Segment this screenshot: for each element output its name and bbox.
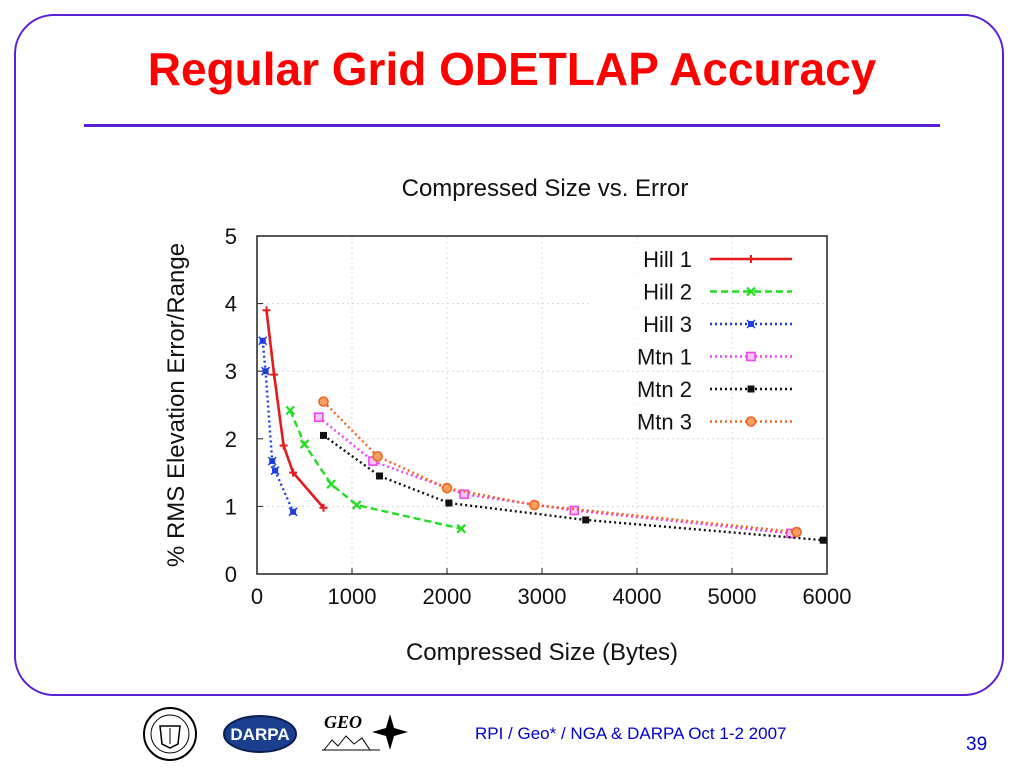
legend: Hill 1 Hill 2 Hill 3 Mtn 1 Mtn 2 Mtn 3 — [590, 243, 792, 436]
series-line — [261, 340, 295, 513]
data-point-marker — [320, 431, 327, 439]
y-tick-label: 5 — [225, 224, 237, 249]
data-point-marker — [747, 385, 755, 393]
footer-credit: RPI / Geo* / NGA & DARPA Oct 1-2 2007 — [475, 724, 787, 743]
y-axis-label: % RMS Elevation Error/Range — [163, 243, 190, 567]
legend-entry: Mtn 3 — [590, 405, 792, 436]
x-tick-label: 3000 — [518, 584, 567, 609]
x-tick-label: 6000 — [803, 584, 852, 609]
legend-label: Mtn 2 — [637, 377, 692, 402]
data-point-marker — [279, 441, 288, 450]
data-point-marker — [258, 336, 268, 346]
data-point-marker — [746, 351, 756, 362]
data-point-marker — [791, 526, 802, 538]
sponsor-logos: DARPA GEO — [143, 707, 408, 761]
grid-lines — [257, 236, 827, 574]
y-tick-label: 4 — [225, 292, 237, 317]
data-point-marker — [267, 456, 277, 466]
legend-entry-background — [590, 340, 702, 371]
slide-frame — [14, 14, 1004, 696]
title-divider — [84, 124, 940, 127]
x-tick-label: 1000 — [328, 584, 377, 609]
series-hill-3 — [258, 336, 298, 517]
data-point-marker — [376, 472, 384, 480]
data-point-marker — [261, 366, 271, 376]
y-tick-label: 3 — [225, 359, 237, 384]
data-point-marker — [319, 503, 328, 512]
legend-label: Mtn 1 — [637, 345, 692, 370]
data-point-marker — [456, 523, 467, 534]
data-point-marker — [285, 405, 296, 416]
legend-entry: Mtn 2 — [590, 373, 792, 403]
geo-logo: GEO — [322, 712, 408, 751]
legend-entry-background — [590, 373, 702, 403]
y-tick-label: 1 — [225, 494, 237, 519]
geo-logo-text: GEO — [324, 712, 362, 732]
data-point-marker — [313, 412, 324, 422]
darpa-logo-text: DARPA — [230, 725, 289, 744]
data-point-marker — [445, 499, 453, 507]
data-point-marker — [372, 451, 383, 462]
x-tick-label: 4000 — [613, 584, 662, 609]
data-point-marker — [747, 255, 755, 263]
series-line — [265, 310, 325, 509]
series-hill-2 — [285, 405, 467, 534]
data-point-marker — [270, 466, 280, 476]
x-axis-label: Compressed Size (Bytes) — [406, 639, 678, 666]
series-mtn-1 — [313, 412, 796, 539]
series-mtn-2 — [320, 431, 827, 544]
compressed-size-vs-error-chart: Compressed Size vs. Error 0 1000 2000 3000 4… — [163, 175, 852, 666]
legend-label: Hill 2 — [643, 280, 692, 305]
data-point-marker — [326, 479, 336, 489]
data-point-marker — [262, 306, 271, 315]
slide-title: Regular Grid ODETLAP Accuracy — [147, 43, 877, 95]
legend-entry: Hill 3 — [590, 308, 792, 338]
y-tick-label: 2 — [225, 427, 237, 452]
y-tick-label: 0 — [225, 562, 237, 587]
data-point-marker — [318, 396, 329, 407]
series-line — [322, 400, 797, 534]
legend-entry-background — [590, 275, 702, 306]
legend-entry: Hill 2 — [590, 275, 792, 306]
data-point-marker — [459, 489, 469, 500]
darpa-logo: DARPA — [223, 715, 297, 753]
data-point-marker — [819, 536, 827, 544]
data-point-marker — [351, 500, 362, 510]
legend-entry-background — [590, 308, 702, 338]
data-point-marker — [288, 507, 298, 517]
legend-entry: Hill 1 — [590, 243, 792, 273]
series-line — [322, 434, 824, 542]
legend-label: Mtn 3 — [637, 410, 692, 435]
data-point-marker — [746, 319, 756, 329]
series-lines — [258, 306, 827, 544]
chart-title: Compressed Size vs. Error — [402, 175, 689, 202]
legend-entry-background — [590, 405, 702, 436]
data-point-marker — [299, 439, 310, 449]
series-line — [289, 409, 462, 530]
data-point-marker — [745, 416, 757, 427]
legend-label: Hill 1 — [643, 247, 692, 272]
series-mtn-3 — [318, 396, 802, 538]
legend-entry: Mtn 1 — [590, 340, 792, 371]
data-point-marker — [582, 516, 590, 524]
x-tick-label: 0 — [251, 584, 263, 609]
x-tick-label: 2000 — [423, 584, 472, 609]
legend-entry-background — [590, 243, 702, 273]
axis-ticks: 0 1000 2000 3000 4000 5000 6000 0 1 2 3 4 5 — [225, 224, 852, 609]
data-point-marker — [289, 468, 298, 477]
page-number: 39 — [966, 734, 988, 755]
compass-star-icon — [372, 714, 408, 750]
x-tick-label: 5000 — [708, 584, 757, 609]
data-point-marker — [746, 286, 756, 297]
series-hill-1 — [262, 306, 328, 512]
data-point-marker — [441, 482, 453, 494]
rpi-seal-logo — [143, 707, 197, 761]
legend-label: Hill 3 — [643, 312, 692, 337]
data-point-marker — [529, 499, 540, 511]
data-point-marker — [270, 370, 279, 379]
